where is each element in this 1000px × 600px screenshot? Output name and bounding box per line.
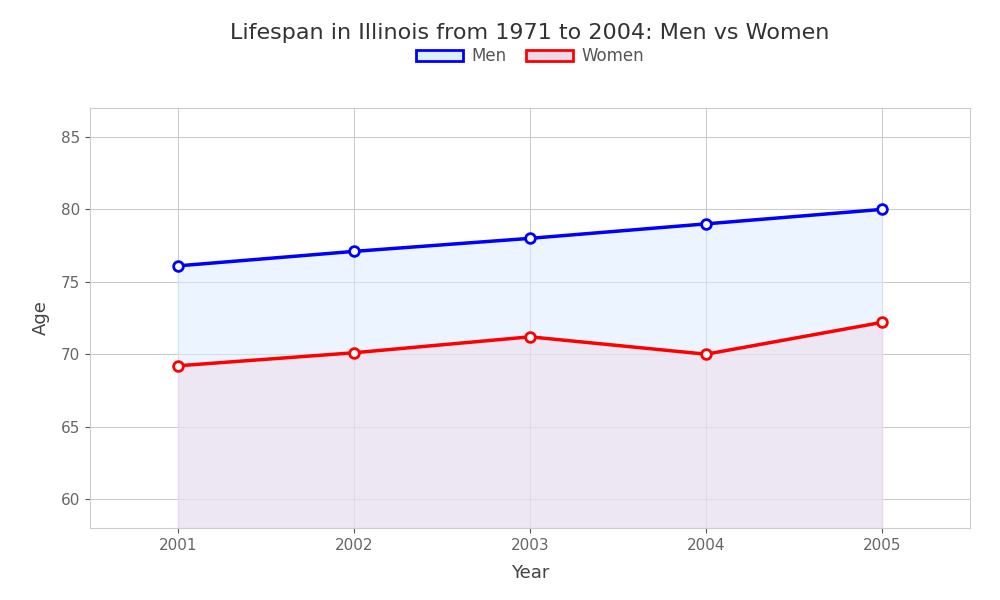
Title: Lifespan in Illinois from 1971 to 2004: Men vs Women: Lifespan in Illinois from 1971 to 2004: … (230, 23, 830, 43)
Y-axis label: Age: Age (32, 301, 50, 335)
Legend: Men, Women: Men, Women (409, 41, 651, 72)
X-axis label: Year: Year (511, 564, 549, 582)
